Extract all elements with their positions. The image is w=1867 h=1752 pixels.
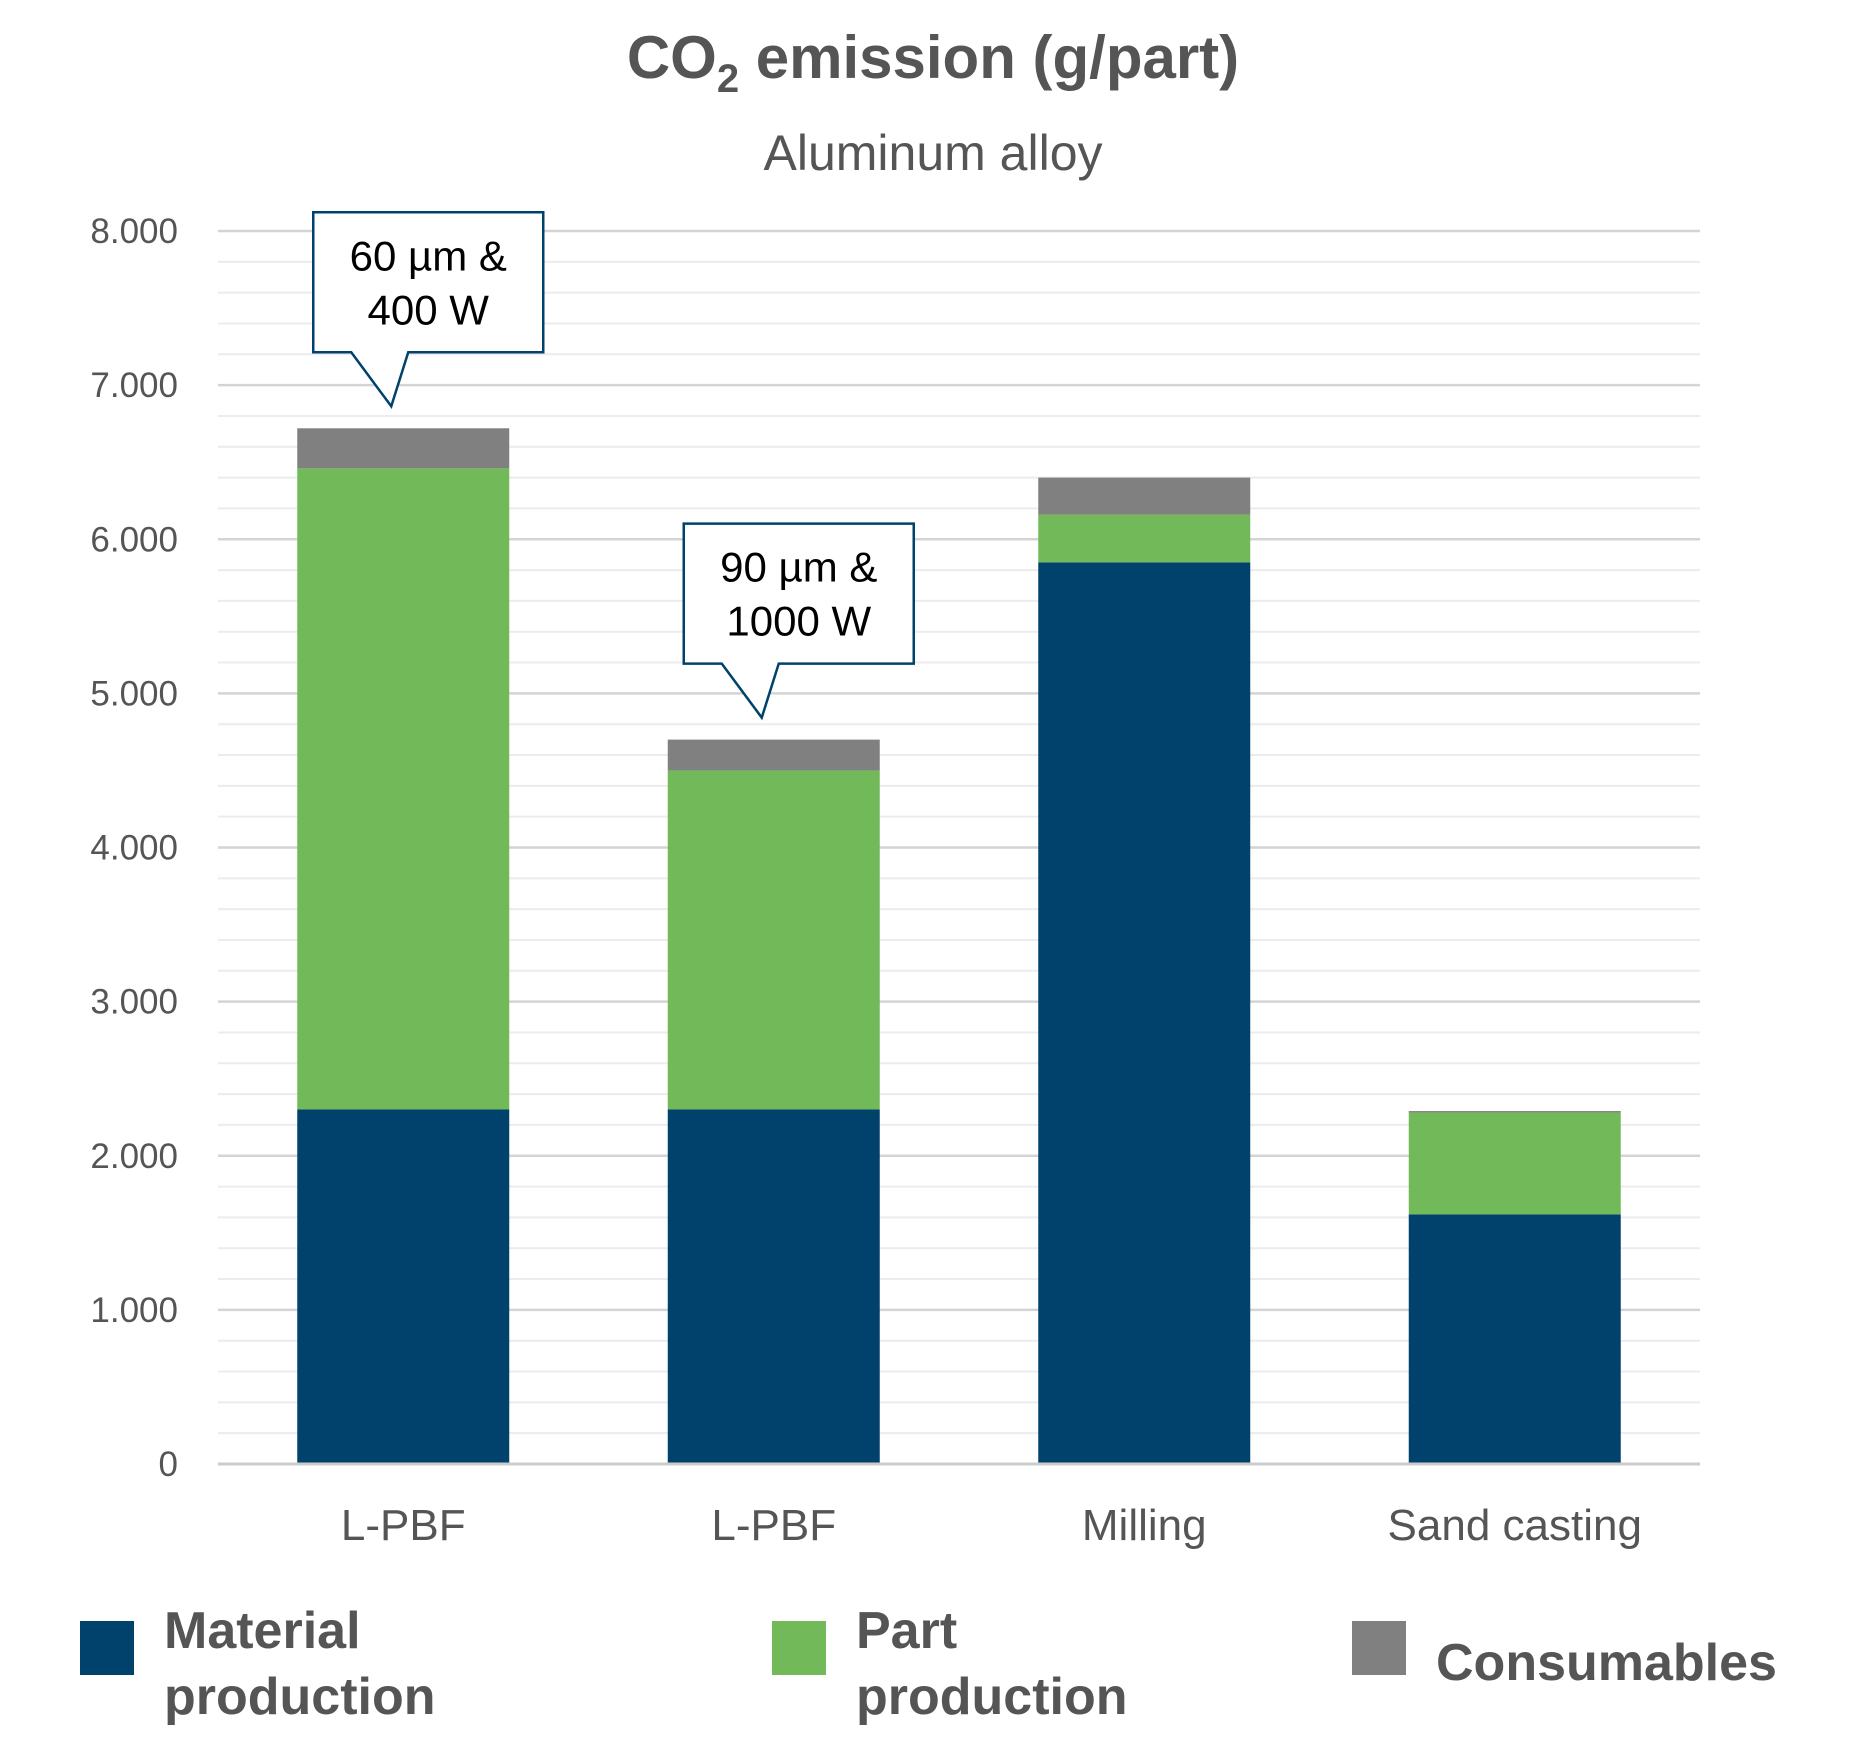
y-tick-label: 4.000 [90,829,178,868]
legend-item: Consumables [1352,1621,1777,1692]
legend-label: Consumables [1436,1634,1777,1692]
legend-label: Part [856,1602,957,1660]
legend: Material production Part production Consumab… [80,1602,1777,1726]
y-tick-label: 0 [159,1445,178,1484]
bar-segment-material-production [1408,1214,1621,1464]
legend-swatch [1352,1621,1406,1675]
legend-label: production [164,1668,436,1726]
y-tick-label: 5.000 [90,674,178,713]
bar-segment-part-production [1038,514,1251,563]
y-tick-label: 6.000 [90,520,178,559]
callout-text: 1000 W [726,598,871,645]
legend-item: Part production [772,1602,1128,1726]
bar-segment-part-production [1408,1112,1621,1215]
bar-segment-part-production [667,770,880,1110]
bar-segment-material-production [1038,562,1251,1464]
legend-swatch [80,1621,134,1675]
y-tick-label: 7.000 [90,366,178,405]
bar-segment-consumables [297,428,510,469]
callout-box [682,522,915,721]
callout-text: 90 µm & [720,544,877,591]
bar-segment-consumables [667,739,880,771]
bar-segment-material-production [297,1109,510,1464]
x-category-label: Milling [1082,1501,1207,1550]
x-category-label: L-PBF [341,1501,466,1550]
legend-label: Material [164,1602,361,1660]
bar-segment-material-production [667,1109,880,1464]
bar-segment-consumables [1038,477,1251,515]
chart-title: CO2 emission (g/part) [627,24,1239,101]
title-subscript: 2 [717,57,739,101]
x-category-label: Sand casting [1388,1501,1642,1550]
callouts: 60 µm & 400 W 90 µm & 1000 W [312,211,915,721]
legend-swatch [772,1621,826,1675]
y-tick-label: 8.000 [90,212,178,251]
bar-segment-part-production [297,468,510,1110]
callout-text: 400 W [368,286,490,333]
axes: 0 1.000 2.000 3.000 4.000 5.000 6.000 7.000 8.00… [90,212,1700,1550]
bar-segment-consumables [1408,1111,1621,1113]
x-category-label: L-PBF [711,1501,836,1550]
chart-subtitle: Aluminum alloy [763,125,1102,181]
callout-text: 60 µm & [350,232,507,279]
title-rest: emission (g/part) [739,24,1239,91]
callout-box [312,211,545,409]
y-tick-label: 1.000 [90,1291,178,1330]
bars [297,428,1621,1464]
y-tick-label: 3.000 [90,983,178,1022]
legend-label: production [856,1668,1128,1726]
y-tick-label: 2.000 [90,1137,178,1176]
legend-item: Material production [80,1602,436,1726]
